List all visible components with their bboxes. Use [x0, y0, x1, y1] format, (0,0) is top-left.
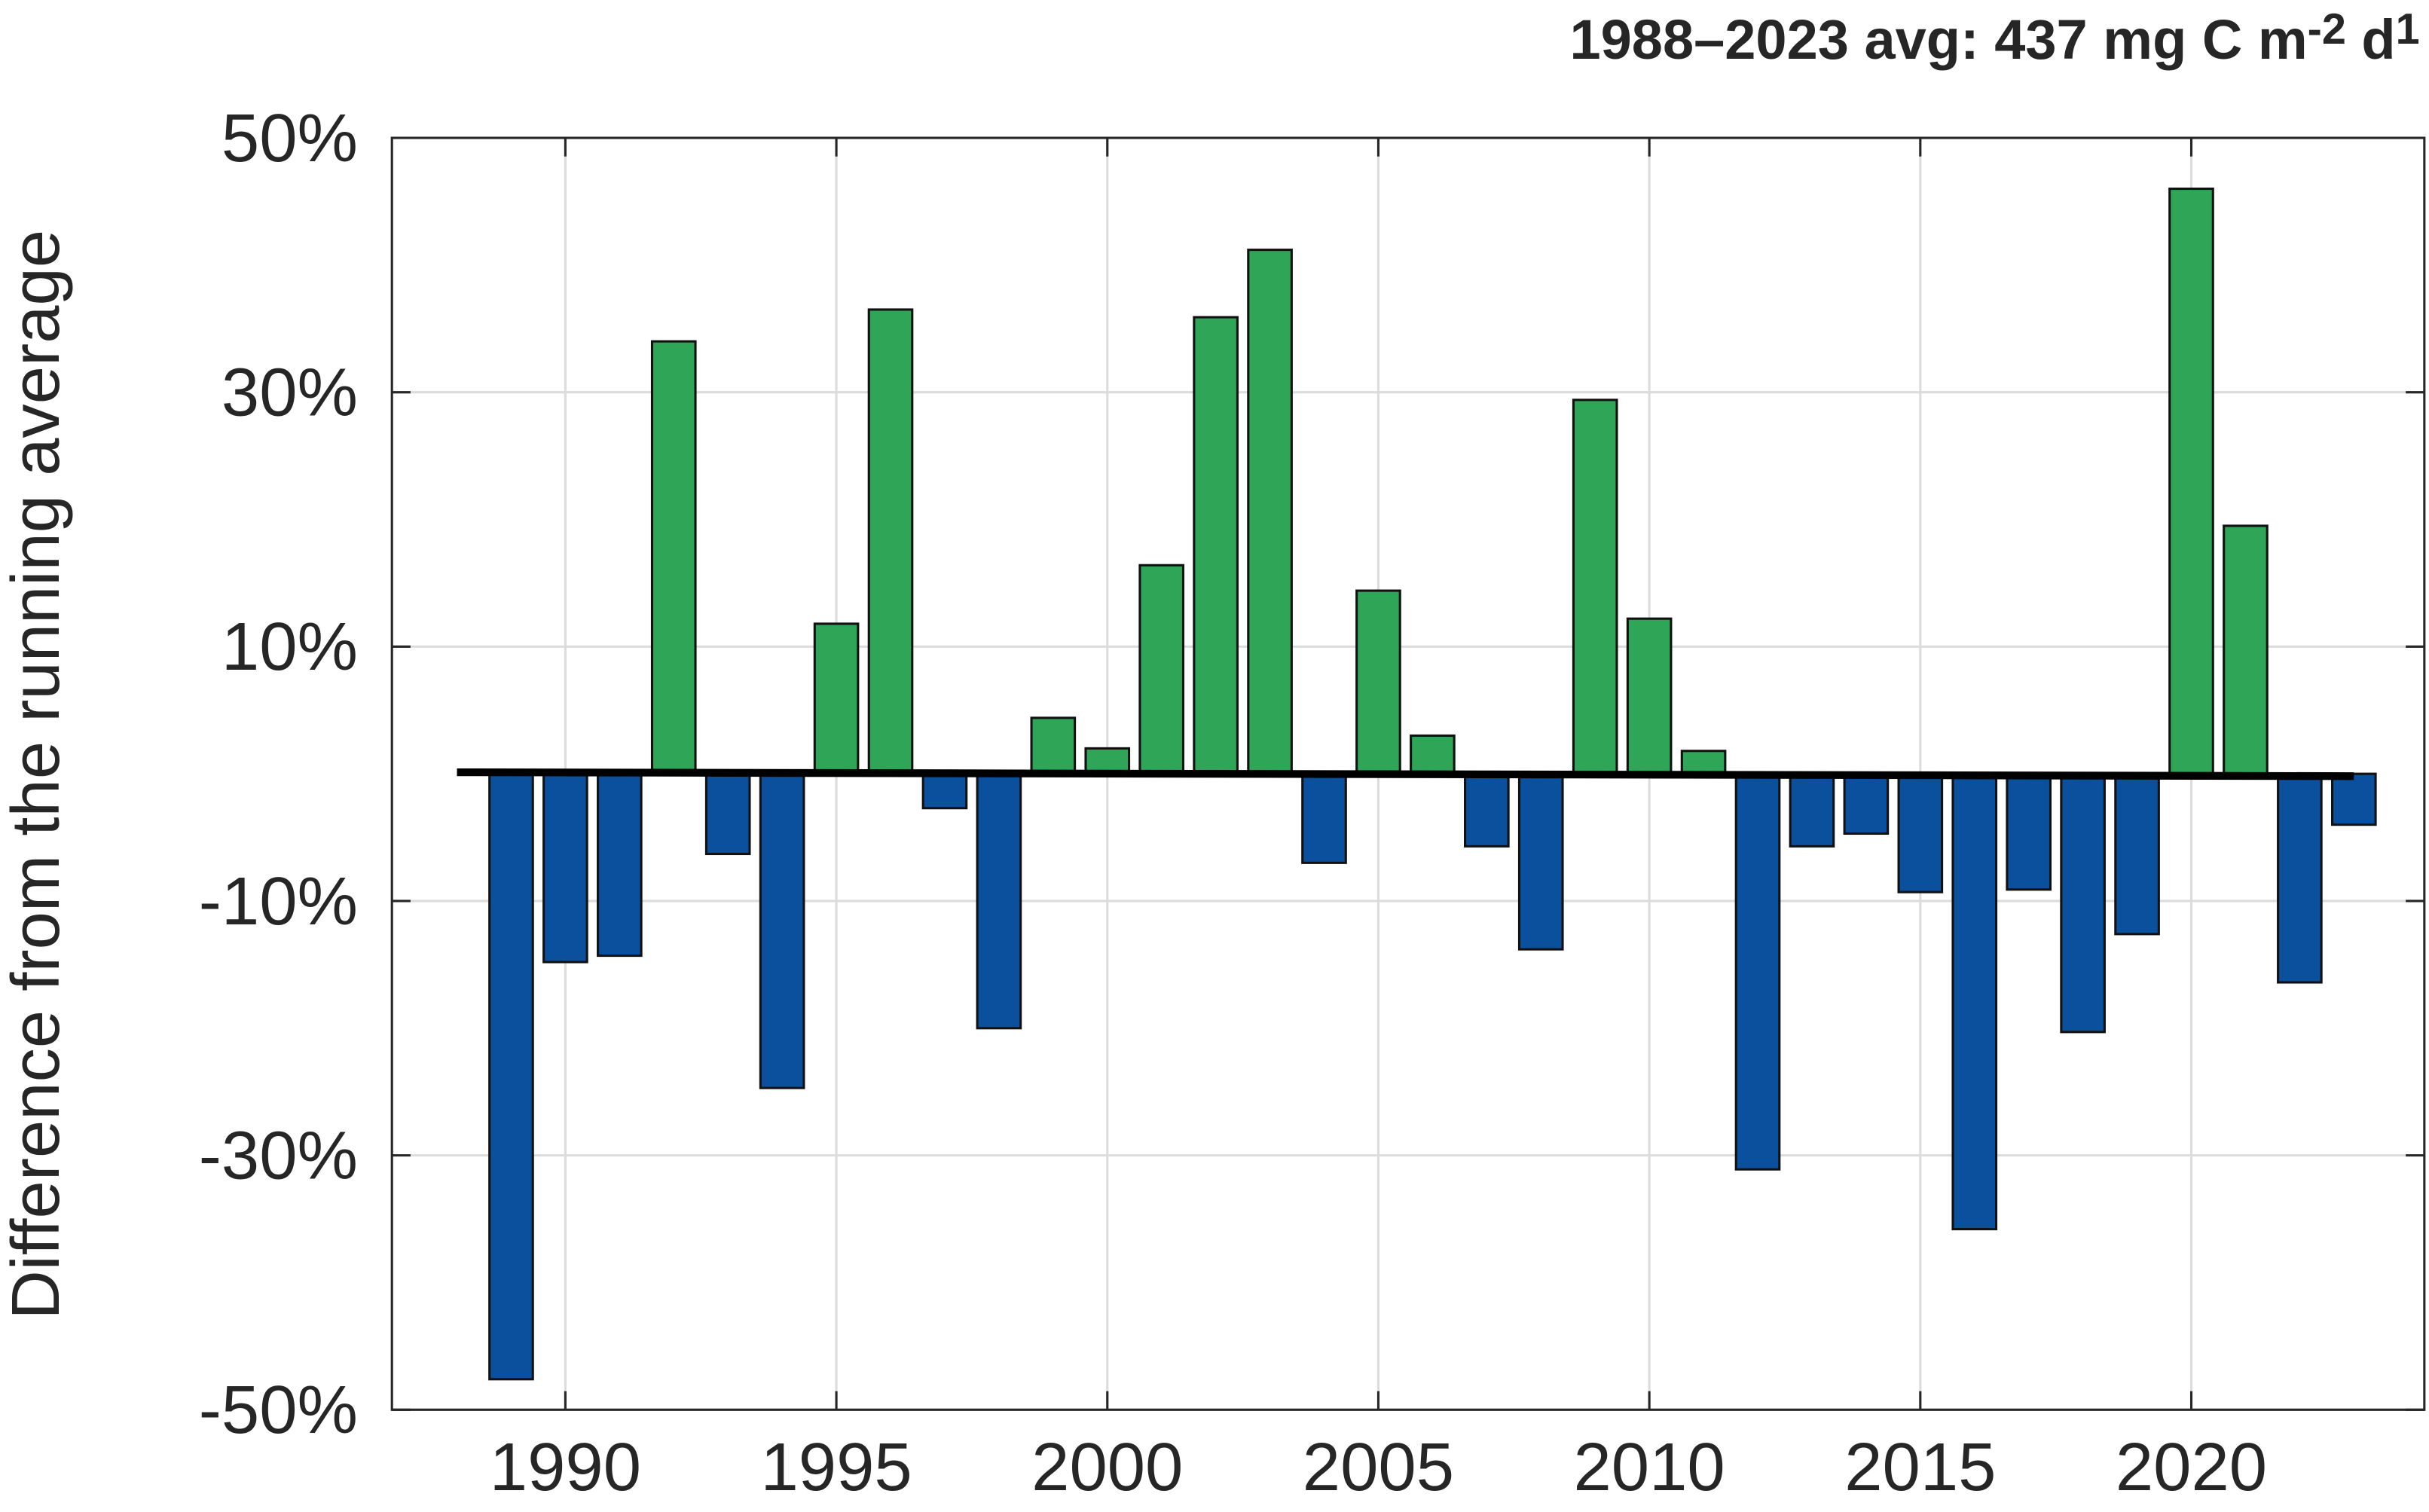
bar: [1084, 747, 1131, 775]
bar: [976, 772, 1022, 1030]
title-superscript: -2: [2308, 5, 2346, 53]
x-tick-label: 2020: [2116, 1429, 2267, 1505]
y-tick-label: 50%: [222, 100, 358, 176]
bar: [1301, 772, 1347, 864]
bar: [1247, 249, 1293, 775]
bar: [2006, 772, 2052, 891]
bar: [1572, 399, 1618, 775]
y-tick-label: -30%: [199, 1117, 358, 1193]
bar: [867, 308, 914, 775]
bar: [2330, 772, 2377, 826]
x-tick-label: 1995: [760, 1429, 912, 1505]
bar: [1626, 617, 1673, 775]
x-tick-label: 2015: [1844, 1429, 1996, 1505]
bar: [650, 340, 697, 775]
bar: [1897, 772, 1944, 893]
chart-title: 1988–2023 avg: 437 mg C m-2 d1: [1569, 5, 2419, 71]
bar: [1680, 750, 1727, 775]
title-part: 1988–2023 avg: 437 mg C m: [1569, 8, 2307, 71]
x-tick-label: 2010: [1574, 1429, 1725, 1505]
x-tick-label: 1990: [490, 1429, 641, 1505]
bar: [542, 772, 588, 964]
bar: [704, 772, 751, 856]
bar: [1193, 316, 1239, 775]
title-superscript: 1: [2396, 5, 2420, 53]
bar: [1355, 589, 1401, 775]
y-tick-label: -50%: [199, 1372, 358, 1448]
y-tick-label: 10%: [222, 609, 358, 685]
title-part: d: [2346, 8, 2396, 71]
bar: [1843, 772, 1890, 835]
plot-frame: [390, 136, 2426, 1411]
bar: [1734, 772, 1781, 1171]
bar: [759, 772, 805, 1089]
x-tick-label: 2000: [1031, 1429, 1183, 1505]
y-tick-label: -10%: [199, 863, 358, 939]
y-axis-label: Difference from the running average: [0, 230, 74, 1320]
bar: [2168, 188, 2214, 775]
bar: [921, 772, 968, 810]
x-tick-label: 2005: [1303, 1429, 1454, 1505]
bar: [813, 622, 860, 775]
bar: [1138, 564, 1185, 775]
bar: [488, 772, 534, 1381]
zero-line: [457, 768, 2354, 780]
bar: [1789, 772, 1835, 848]
bar: [1410, 734, 1456, 775]
bar: [1517, 772, 1564, 951]
bar: [1951, 772, 1998, 1231]
bar: [2060, 772, 2106, 1034]
y-tick-label: 30%: [222, 355, 358, 431]
bar: [2277, 772, 2323, 984]
bar: [597, 772, 643, 958]
bar: [1464, 772, 1510, 848]
bar: [2114, 772, 2160, 936]
bar: [2223, 524, 2269, 775]
bar: [1030, 716, 1077, 775]
